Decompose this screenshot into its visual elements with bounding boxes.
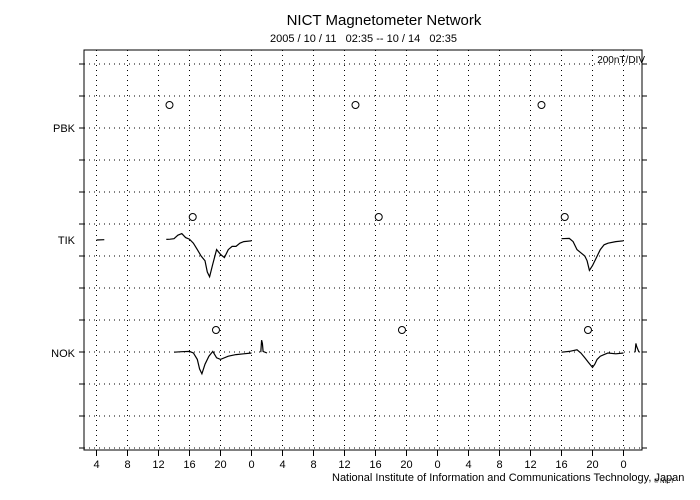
x-tick-label: 0 bbox=[434, 459, 440, 471]
side-ticks bbox=[79, 63, 647, 449]
station-label-pbk: PBK bbox=[53, 123, 76, 135]
stations: PBK TIK NOK bbox=[51, 101, 655, 374]
x-tick-label: 4 bbox=[279, 459, 285, 471]
x-tick-label: 0 bbox=[620, 459, 626, 471]
plot-frame bbox=[83, 49, 643, 451]
footer-mark: © NICT bbox=[654, 479, 675, 485]
x-tick-label: 20 bbox=[586, 459, 598, 471]
x-tick-label: 8 bbox=[496, 459, 502, 471]
midnight-marker bbox=[397, 326, 406, 334]
midnight-marker bbox=[188, 213, 197, 221]
midnight-marker bbox=[351, 101, 360, 109]
grid bbox=[84, 50, 642, 450]
chart-title: NICT Magnetometer Network bbox=[286, 12, 482, 29]
x-tick-label: 12 bbox=[524, 459, 536, 471]
x-tick-label: 20 bbox=[400, 459, 412, 471]
x-tick-label: 20 bbox=[214, 459, 226, 471]
chart-subtitle: 2005 / 10 / 11 02:35 -- 10 / 14 02:35 bbox=[270, 33, 457, 45]
midnight-marker bbox=[165, 101, 174, 109]
midnight-marker bbox=[583, 326, 592, 334]
scale-label: 200nT/DIV bbox=[597, 55, 645, 66]
x-tick-label: 16 bbox=[555, 459, 567, 471]
x-tick-label: 12 bbox=[152, 459, 164, 471]
midnight-marker bbox=[374, 213, 383, 221]
x-tick-label: 12 bbox=[338, 459, 350, 471]
x-tick-label: 8 bbox=[124, 459, 130, 471]
x-axis: 4 8 12 16 20 0 4 8 12 16 20 0 4 8 12 16 20 0 bbox=[93, 450, 627, 471]
x-tick-label: 0 bbox=[248, 459, 254, 471]
station-label-nok: NOK bbox=[51, 348, 76, 360]
x-tick-label: 4 bbox=[465, 459, 471, 471]
x-tick-label: 16 bbox=[369, 459, 381, 471]
midnight-marker bbox=[537, 101, 546, 109]
trace-nok bbox=[174, 340, 655, 374]
x-tick-label: 8 bbox=[310, 459, 316, 471]
footer-credit: National Institute of Information and Co… bbox=[332, 472, 685, 484]
x-tick-label: 4 bbox=[93, 459, 99, 471]
station-label-tik: TIK bbox=[58, 235, 76, 247]
x-tick-label: 16 bbox=[183, 459, 195, 471]
midnight-marker bbox=[560, 213, 569, 221]
midnight-marker bbox=[211, 326, 220, 334]
